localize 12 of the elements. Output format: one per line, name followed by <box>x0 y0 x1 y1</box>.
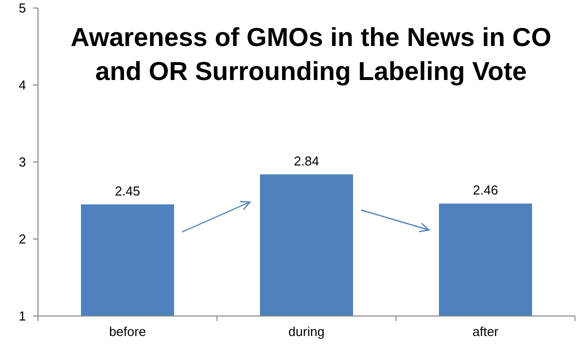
data-label: 2.45 <box>114 183 140 198</box>
y-tick-label: 4 <box>18 78 26 93</box>
x-tick-label: after <box>472 324 500 339</box>
y-tick-label: 5 <box>18 0 26 16</box>
y-tick-label: 1 <box>18 308 26 324</box>
x-tick-label: during <box>288 324 325 339</box>
data-label: 2.46 <box>472 182 498 198</box>
text: Awareness of GMOs in the News in CO and OR Surrounding Labeling Vote <box>70 22 552 86</box>
x-tick-label: before <box>109 324 146 339</box>
data-label: 2.84 <box>294 153 320 168</box>
y-tick-label: 3 <box>18 154 26 170</box>
y-tick-label: 2 <box>18 232 26 247</box>
